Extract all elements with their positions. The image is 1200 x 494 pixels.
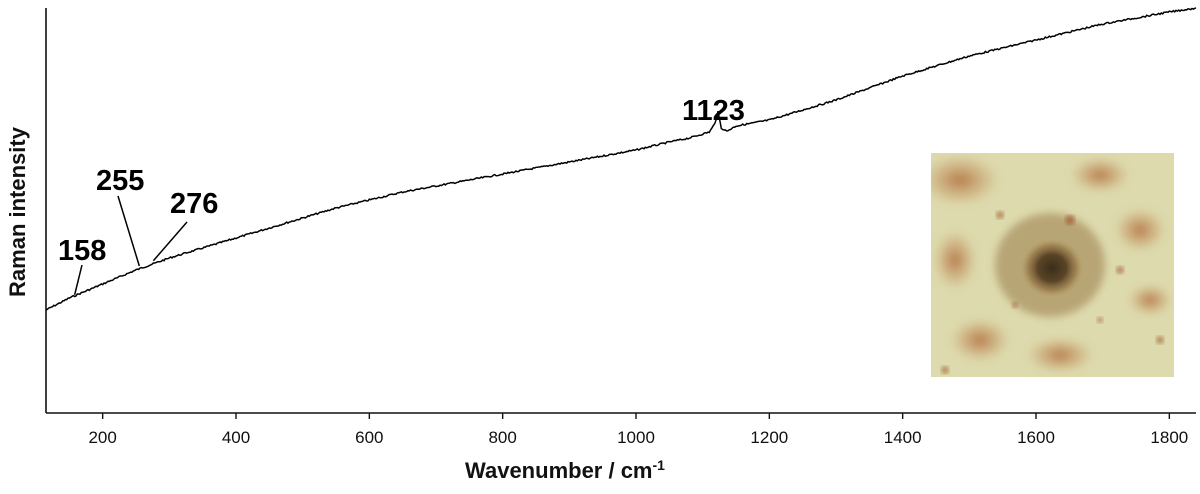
x-tick-label: 1000 <box>617 428 655 447</box>
peak-leader-line <box>117 195 141 267</box>
x-tick-label: 1800 <box>1150 428 1188 447</box>
x-axis-unit-superscript: -1 <box>653 457 666 473</box>
x-tick-label: 1600 <box>1017 428 1055 447</box>
x-tick-label: 1400 <box>884 428 922 447</box>
peak-label: 158 <box>58 235 106 267</box>
spectrum-line <box>45 7 1197 311</box>
x-tick-label: 800 <box>488 428 516 447</box>
x-tick-label: 200 <box>88 428 116 447</box>
x-tick-label: 600 <box>355 428 383 447</box>
peak-leader-line <box>152 221 188 262</box>
x-tick-label: 1200 <box>750 428 788 447</box>
peak-annotations: 158 255 276 1123 <box>58 95 745 295</box>
x-axis-title: Wavenumber / cm-1 <box>465 457 665 483</box>
peak-label: 1123 <box>682 95 745 127</box>
peak-label: 255 <box>96 165 144 197</box>
y-axis-title: Raman intensity <box>5 126 30 297</box>
inset-micrograph <box>931 153 1174 377</box>
x-tick-label: 400 <box>222 428 250 447</box>
peak-leader-line <box>73 264 83 295</box>
x-axis-ticks: 200 400 600 800 1000 1200 1400 1600 1800 <box>88 413 1188 447</box>
peak-label: 276 <box>170 188 218 220</box>
